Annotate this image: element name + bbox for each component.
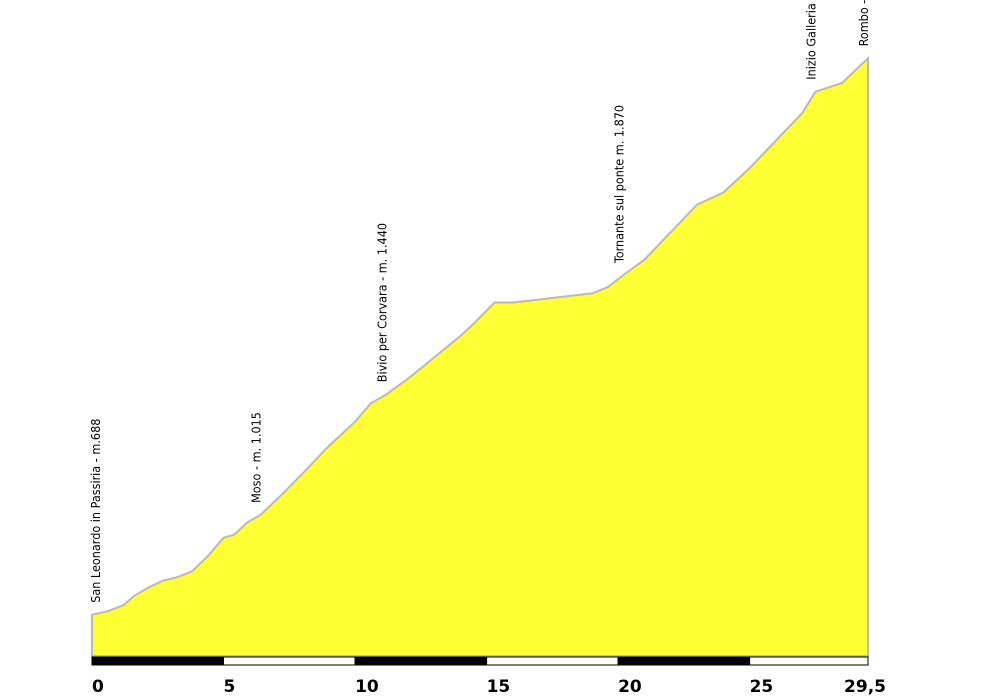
x-tick-label: 29,5 bbox=[844, 677, 886, 697]
elevation-point bbox=[591, 292, 593, 295]
elevation-point bbox=[162, 579, 164, 582]
elevation-point bbox=[722, 191, 725, 194]
scale-segment bbox=[486, 656, 619, 666]
waypoint-label: Inizio Galleria - m. 2.428 bbox=[803, 0, 818, 80]
elevation-point bbox=[259, 514, 262, 516]
elevation-point bbox=[206, 555, 209, 557]
elevation-point bbox=[606, 286, 609, 289]
elevation-point bbox=[370, 402, 372, 405]
elevation-point bbox=[564, 295, 567, 298]
elevation-point bbox=[385, 393, 388, 396]
waypoint-label: Moso - m. 1.015 bbox=[248, 412, 263, 503]
elevation-point bbox=[472, 323, 475, 325]
elevation-point bbox=[406, 378, 409, 380]
elevation-point bbox=[191, 570, 193, 573]
scale-segment bbox=[354, 656, 488, 666]
elevation-point bbox=[133, 595, 135, 597]
elevation-point bbox=[840, 82, 843, 84]
scale-segment bbox=[91, 656, 224, 666]
elevation-point bbox=[280, 494, 283, 496]
elevation-point bbox=[327, 445, 330, 447]
elevation-point bbox=[246, 521, 248, 524]
elevation-point bbox=[301, 472, 304, 475]
elevation-point bbox=[433, 356, 435, 359]
distance-scale-bar bbox=[91, 656, 869, 666]
elevation-point bbox=[512, 301, 514, 304]
x-tick-label: 20 bbox=[618, 677, 642, 697]
elevation-point bbox=[538, 298, 540, 301]
elevation-point bbox=[748, 167, 751, 169]
profile-area-layer bbox=[91, 56, 869, 657]
elevation-point bbox=[643, 258, 646, 261]
elevation-point bbox=[814, 90, 817, 93]
elevation-area bbox=[91, 56, 869, 657]
elevation-point bbox=[175, 576, 177, 579]
elevation-point bbox=[91, 614, 93, 616]
x-tick-label: 0 bbox=[92, 677, 104, 697]
waypoint-label: Tornante sul ponte m. 1.870 bbox=[611, 105, 626, 264]
x-tick-label: 15 bbox=[487, 677, 511, 697]
x-tick-label: 5 bbox=[224, 677, 236, 697]
scale-segment bbox=[749, 656, 869, 666]
scale-segment bbox=[223, 656, 356, 666]
scale-segment bbox=[617, 656, 751, 666]
elevation-point bbox=[867, 57, 869, 60]
x-tick-label: 25 bbox=[750, 677, 774, 697]
elevation-point bbox=[493, 301, 496, 304]
elevation-point bbox=[107, 610, 109, 612]
elevation-point bbox=[354, 420, 356, 423]
waypoint-annotations: San Leonardo in Passiria - m.688 Moso - m… bbox=[88, 0, 871, 603]
waypoint-label: Rombo - m. 2.509 bbox=[856, 0, 871, 46]
elevation-point bbox=[622, 274, 625, 276]
x-tick-label: 10 bbox=[355, 677, 379, 697]
waypoint-label: Bivio per Corvara - m. 1.440 bbox=[375, 223, 390, 382]
elevation-point bbox=[222, 537, 225, 539]
elevation-point bbox=[669, 231, 672, 233]
waypoint-label: San Leonardo in Passiria - m.688 bbox=[88, 419, 103, 603]
elevation-point bbox=[233, 534, 235, 536]
x-tick-labels: 0 5 10 15 20 25 29,5 bbox=[92, 677, 886, 697]
elevation-point bbox=[122, 604, 125, 606]
elevation-point bbox=[801, 112, 803, 114]
elevation-point bbox=[459, 335, 462, 337]
elevation-point bbox=[149, 585, 151, 588]
elevation-point bbox=[696, 203, 698, 206]
elevation-point bbox=[775, 139, 777, 142]
